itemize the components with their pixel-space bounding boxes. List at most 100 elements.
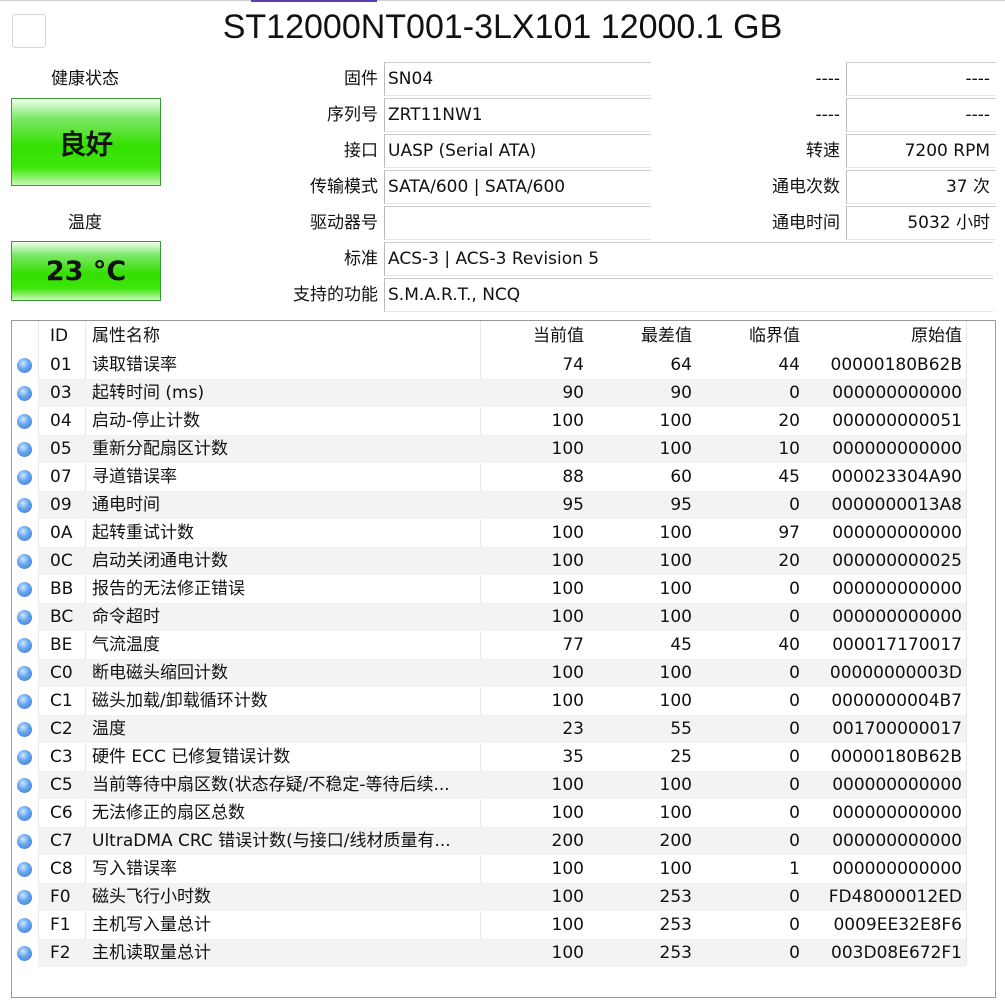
right-info-label: 通电次数: [772, 177, 840, 197]
attr-raw: 0000000004B7: [831, 691, 962, 711]
attr-raw: 000000000000: [832, 803, 962, 823]
top-border: [0, 0, 1005, 1]
table-row[interactable]: 07 寻道错误率 88 60 45 000023304A90: [12, 463, 995, 491]
health-status-badge[interactable]: 良好: [11, 98, 161, 186]
smart-table[interactable]: ID 属性名称 当前值 最差值 临界值 原始值 01 读取错误率 74 64 44 000…: [11, 320, 996, 998]
header-threshold[interactable]: 临界值: [749, 326, 800, 346]
drive-select-checkbox[interactable]: [12, 14, 46, 48]
attr-current: 88: [562, 467, 584, 487]
table-row[interactable]: C0 断电磁头缩回计数 100 100 0 00000000003D: [12, 659, 995, 687]
table-row[interactable]: BE 气流温度 77 45 40 000017170017: [12, 631, 995, 659]
right-info-label: 通电时间: [772, 213, 840, 233]
attr-name: 气流温度: [92, 635, 160, 655]
status-circle-icon: [17, 638, 32, 653]
info-value: UASP (Serial ATA): [384, 134, 651, 168]
temperature-label: 温度: [68, 213, 102, 233]
attr-worst: 45: [670, 635, 692, 655]
info-label: 传输模式: [310, 177, 378, 197]
attr-worst: 95: [670, 495, 692, 515]
status-circle-icon: [17, 750, 32, 765]
status-circle-icon: [17, 498, 32, 513]
table-row[interactable]: 0A 起转重试计数 100 100 97 000000000000: [12, 519, 995, 547]
status-circle-icon: [17, 386, 32, 401]
status-circle-icon: [17, 694, 32, 709]
table-header: ID 属性名称 当前值 最差值 临界值 原始值: [12, 322, 995, 350]
status-circle-icon: [17, 806, 32, 821]
attr-threshold: 0: [789, 579, 800, 599]
header-name[interactable]: 属性名称: [92, 326, 160, 346]
table-row[interactable]: C5 当前等待中扇区数(状态存疑/不稳定-等待后续... 100 100 0 000000…: [12, 771, 995, 799]
table-row[interactable]: 01 读取错误率 74 64 44 00000180B62B: [12, 351, 995, 379]
status-circle-icon: [17, 666, 32, 681]
table-row[interactable]: C6 无法修正的扇区总数 100 100 0 000000000000: [12, 799, 995, 827]
table-row[interactable]: BC 命令超时 100 100 0 000000000000: [12, 603, 995, 631]
attr-raw: 000000000000: [832, 775, 962, 795]
attr-worst: 253: [659, 887, 692, 907]
table-row[interactable]: 09 通电时间 95 95 0 0000000013A8: [12, 491, 995, 519]
info-label: 固件: [344, 69, 378, 89]
attr-id: 07: [50, 467, 72, 487]
attr-name: 主机读取量总计: [92, 943, 211, 963]
attr-current: 100: [551, 943, 584, 963]
table-row[interactable]: C1 磁头加载/卸载循环计数 100 100 0 0000000004B7: [12, 687, 995, 715]
attr-current: 200: [551, 831, 584, 851]
attr-id: BB: [50, 579, 74, 599]
attr-id: 04: [50, 411, 72, 431]
attr-raw: 0009EE32E8F6: [833, 915, 962, 935]
attr-current: 74: [562, 355, 584, 375]
attr-threshold: 0: [789, 747, 800, 767]
drive-title: ST12000NT001-3LX101 12000.1 GB: [222, 8, 783, 46]
attr-name: 断电磁头缩回计数: [92, 663, 228, 683]
table-row[interactable]: 03 起转时间 (ms) 90 90 0 000000000000: [12, 379, 995, 407]
attr-current: 100: [551, 859, 584, 879]
attr-id: C0: [50, 663, 73, 683]
attr-threshold: 0: [789, 607, 800, 627]
status-circle-icon: [17, 918, 32, 933]
table-row[interactable]: C7 UltraDMA CRC 错误计数(与接口/线材质量有... 200 200 0 0…: [12, 827, 995, 855]
attr-worst: 100: [659, 803, 692, 823]
status-circle-icon: [17, 778, 32, 793]
table-row[interactable]: F0 磁头飞行小时数 100 253 0 FD48000012ED: [12, 883, 995, 911]
attr-name: 起转时间 (ms): [92, 383, 205, 403]
header-id[interactable]: ID: [50, 326, 69, 346]
status-circle-icon: [17, 610, 32, 625]
header-raw[interactable]: 原始值: [911, 326, 962, 346]
temperature-badge[interactable]: 23 °C: [11, 241, 161, 301]
info-label: 接口: [344, 141, 378, 161]
table-row[interactable]: F1 主机写入量总计 100 253 0 0009EE32E8F6: [12, 911, 995, 939]
attr-id: C2: [50, 719, 73, 739]
attr-current: 100: [551, 915, 584, 935]
attr-name: UltraDMA CRC 错误计数(与接口/线材质量有...: [92, 831, 451, 851]
attr-current: 100: [551, 411, 584, 431]
table-row[interactable]: F2 主机读取量总计 100 253 0 003D08E672F1: [12, 939, 995, 967]
header-worst[interactable]: 最差值: [641, 326, 692, 346]
attr-threshold: 0: [789, 831, 800, 851]
attr-id: 0A: [50, 523, 73, 543]
attr-name: 硬件 ECC 已修复错误计数: [92, 747, 291, 767]
table-row[interactable]: C3 硬件 ECC 已修复错误计数 35 25 0 00000180B62B: [12, 743, 995, 771]
attr-id: 09: [50, 495, 72, 515]
attr-worst: 200: [659, 831, 692, 851]
attr-worst: 55: [670, 719, 692, 739]
table-row[interactable]: C8 写入错误率 100 100 1 000000000000: [12, 855, 995, 883]
attr-id: F0: [50, 887, 71, 907]
table-row[interactable]: 05 重新分配扇区计数 100 100 10 000000000000: [12, 435, 995, 463]
table-row[interactable]: C2 温度 23 55 0 001700000017: [12, 715, 995, 743]
attr-current: 23: [562, 719, 584, 739]
attr-worst: 100: [659, 439, 692, 459]
active-tab-indicator[interactable]: [251, 0, 377, 2]
status-circle-icon: [17, 582, 32, 597]
table-row[interactable]: 04 启动-停止计数 100 100 20 000000000051: [12, 407, 995, 435]
status-circle-icon: [17, 722, 32, 737]
attr-id: C3: [50, 747, 73, 767]
table-row[interactable]: BB 报告的无法修正错误 100 100 0 000000000000: [12, 575, 995, 603]
table-row[interactable]: 0C 启动关闭通电计数 100 100 20 000000000025: [12, 547, 995, 575]
attr-current: 90: [562, 383, 584, 403]
attr-id: BE: [50, 635, 73, 655]
status-circle-icon: [17, 526, 32, 541]
header-current[interactable]: 当前值: [533, 326, 584, 346]
attr-id: C5: [50, 775, 73, 795]
attr-name: 温度: [92, 719, 126, 739]
attr-raw: 0000000013A8: [831, 495, 962, 515]
attr-worst: 253: [659, 943, 692, 963]
